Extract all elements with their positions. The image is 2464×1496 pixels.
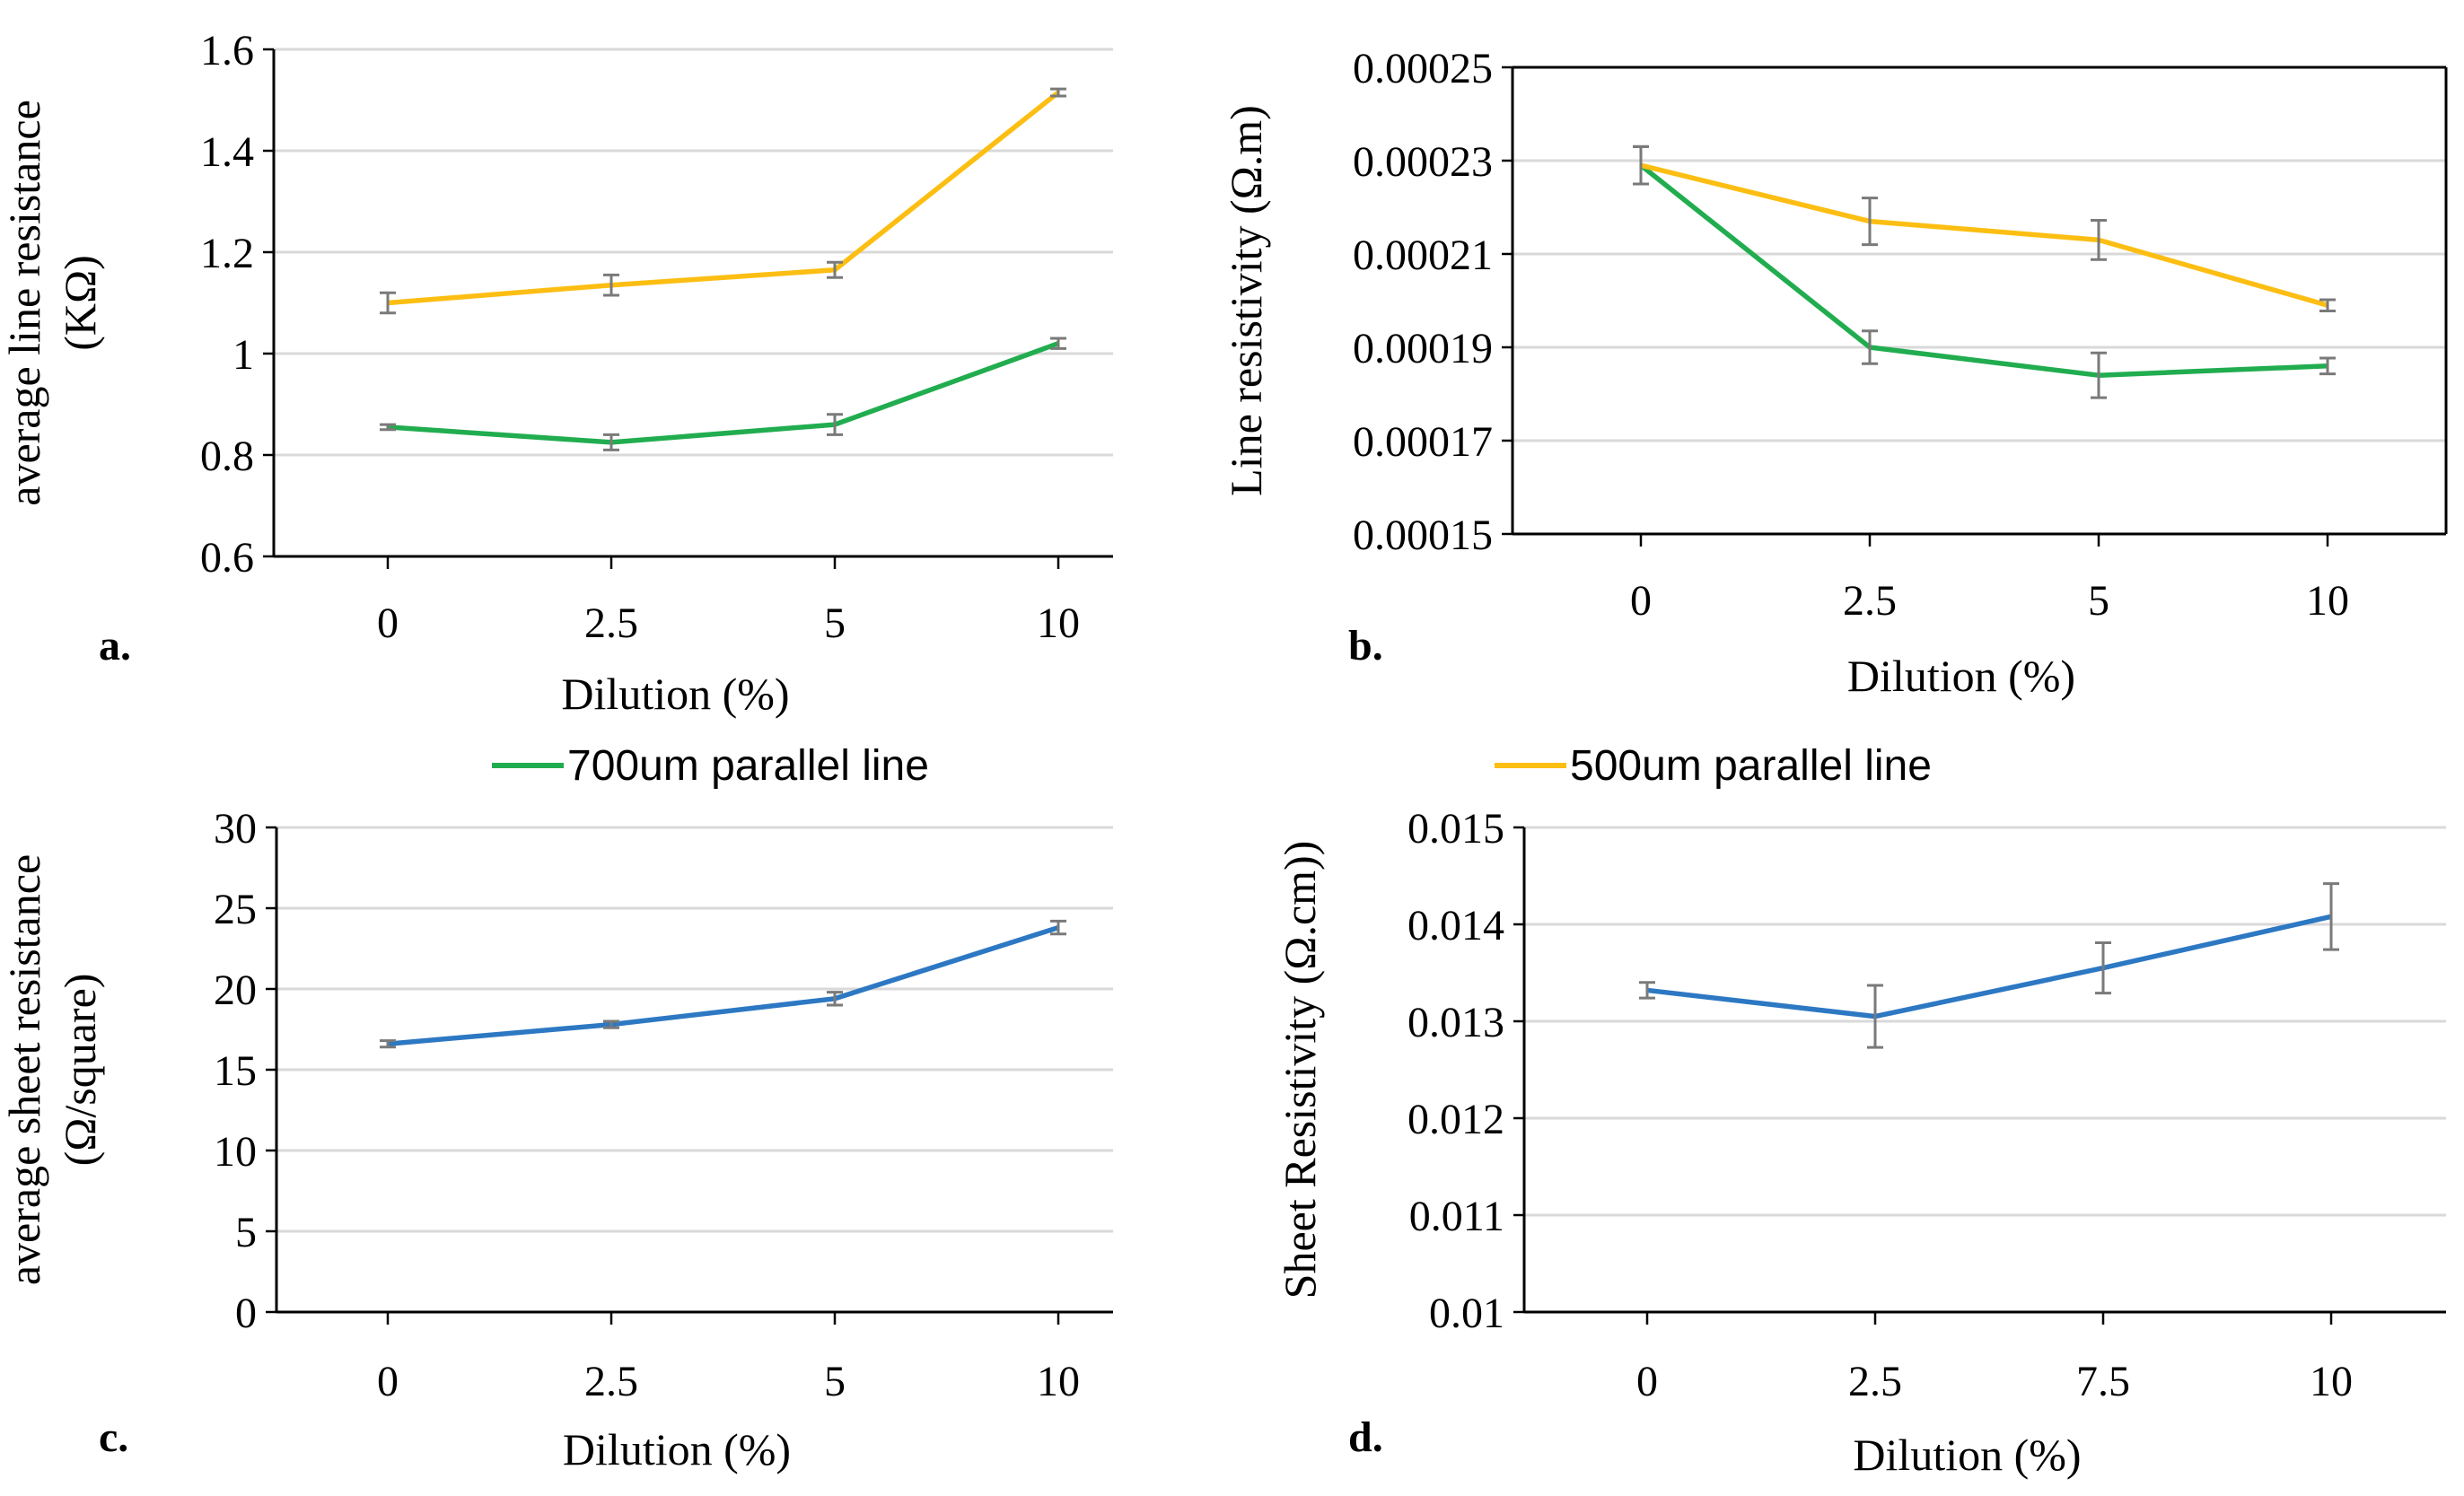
y-tick-label: 0.00019 <box>1353 325 1493 372</box>
y-tick-label: 1 <box>232 331 254 379</box>
y-tick-label: 30 <box>214 805 257 853</box>
x-tick-label: 5 <box>824 599 846 647</box>
y-tick-label: 0.6 <box>200 534 254 582</box>
y-tick-label: 0.00017 <box>1353 418 1493 466</box>
y-axis-label: Sheet Resistivity (Ω.cm)) <box>1275 841 1325 1299</box>
panel-label: c. <box>99 1413 128 1461</box>
y-tick-label: 0.013 <box>1407 999 1504 1046</box>
series-line <box>387 90 1060 306</box>
y-tick-label: 1.4 <box>200 128 254 176</box>
y-tick-label: 0.8 <box>200 433 254 480</box>
x-tick-label: 0 <box>1636 1358 1658 1405</box>
x-tick-label: 2.5 <box>584 599 638 647</box>
x-tick-label: 10 <box>1037 599 1080 647</box>
y-tick-label: 0.01 <box>1429 1290 1504 1337</box>
chart-panel-a: 0.6 0.8 1 1.2 1.4 1.6 0 2.5 5 10 Dilution (%) avera… <box>0 27 1113 719</box>
chart-panel-b: 0.00015 0.00017 0.00019 0.00021 0.00023 0.000… <box>1221 45 2448 701</box>
y-tick-label: 0.015 <box>1407 805 1504 853</box>
y-tick-label: 0.014 <box>1407 902 1504 949</box>
series-line <box>1639 163 2328 378</box>
y-tick-label: 0 <box>235 1290 257 1337</box>
x-tick-label: 2.5 <box>584 1358 638 1405</box>
legend-label-700um: 700um parallel line <box>567 742 929 790</box>
panel-label: a. <box>99 622 131 669</box>
y-tick-label: 0.00025 <box>1353 45 1493 92</box>
x-tick-label: 2.5 <box>1848 1358 1902 1405</box>
series-line <box>387 341 1059 445</box>
y-tick-label: 1.6 <box>200 27 254 74</box>
y-tick-label: 15 <box>214 1047 257 1095</box>
legend: 700um parallel line 500um parallel line <box>492 742 1932 790</box>
x-tick-label: 10 <box>2310 1358 2353 1405</box>
x-tick-label: 0 <box>377 599 399 647</box>
y-axis-label: (Ω/square) <box>55 974 105 1167</box>
y-tick-label: 25 <box>214 886 257 933</box>
panel-label: d. <box>1348 1413 1383 1461</box>
x-tick-label: 10 <box>1037 1358 1080 1405</box>
x-axis-label: Dilution (%) <box>1853 1430 2081 1480</box>
series-line <box>387 924 1059 1046</box>
x-tick-label: 5 <box>824 1358 846 1405</box>
x-tick-label: 7.5 <box>2076 1358 2130 1405</box>
series-line <box>1646 914 2332 1019</box>
y-tick-label: 0.00021 <box>1353 232 1493 279</box>
x-tick-label: 0 <box>1630 577 1652 625</box>
x-tick-label: 5 <box>2088 577 2109 625</box>
series-line <box>1640 162 2328 308</box>
y-tick-label: 0.011 <box>1409 1193 1504 1240</box>
y-tick-label: 0.012 <box>1407 1096 1504 1143</box>
y-tick-label: 10 <box>214 1128 257 1176</box>
x-axis-label: Dilution (%) <box>1847 651 2075 701</box>
y-axis-label: average sheet resistance <box>0 854 49 1285</box>
y-axis-label: (KΩ) <box>55 255 105 351</box>
x-tick-label: 2.5 <box>1843 577 1897 625</box>
y-tick-label: 5 <box>235 1209 257 1256</box>
y-tick-label: 20 <box>214 967 257 1014</box>
x-tick-label: 0 <box>377 1358 399 1405</box>
legend-label-500um: 500um parallel line <box>1570 742 1932 790</box>
y-tick-label: 0.00015 <box>1353 512 1493 559</box>
y-tick-label: 0.00023 <box>1353 138 1493 186</box>
y-axis-label: Line resistivity (Ω.m) <box>1221 105 1271 496</box>
panel-label: b. <box>1348 622 1383 669</box>
x-tick-label: 10 <box>2306 577 2349 625</box>
x-axis-label: Dilution (%) <box>563 1424 791 1474</box>
chart-panel-d: 0.01 0.011 0.012 0.013 0.014 0.015 0 2.5 7.5 10 Di… <box>1275 805 2446 1480</box>
x-axis-label: Dilution (%) <box>561 669 789 719</box>
chart-panel-c: 0 5 10 15 20 25 30 0 2.5 5 10 Dilution (%) average s… <box>0 805 1113 1474</box>
y-axis-label: average line resistance <box>0 100 49 506</box>
y-tick-label: 1.2 <box>200 230 254 277</box>
